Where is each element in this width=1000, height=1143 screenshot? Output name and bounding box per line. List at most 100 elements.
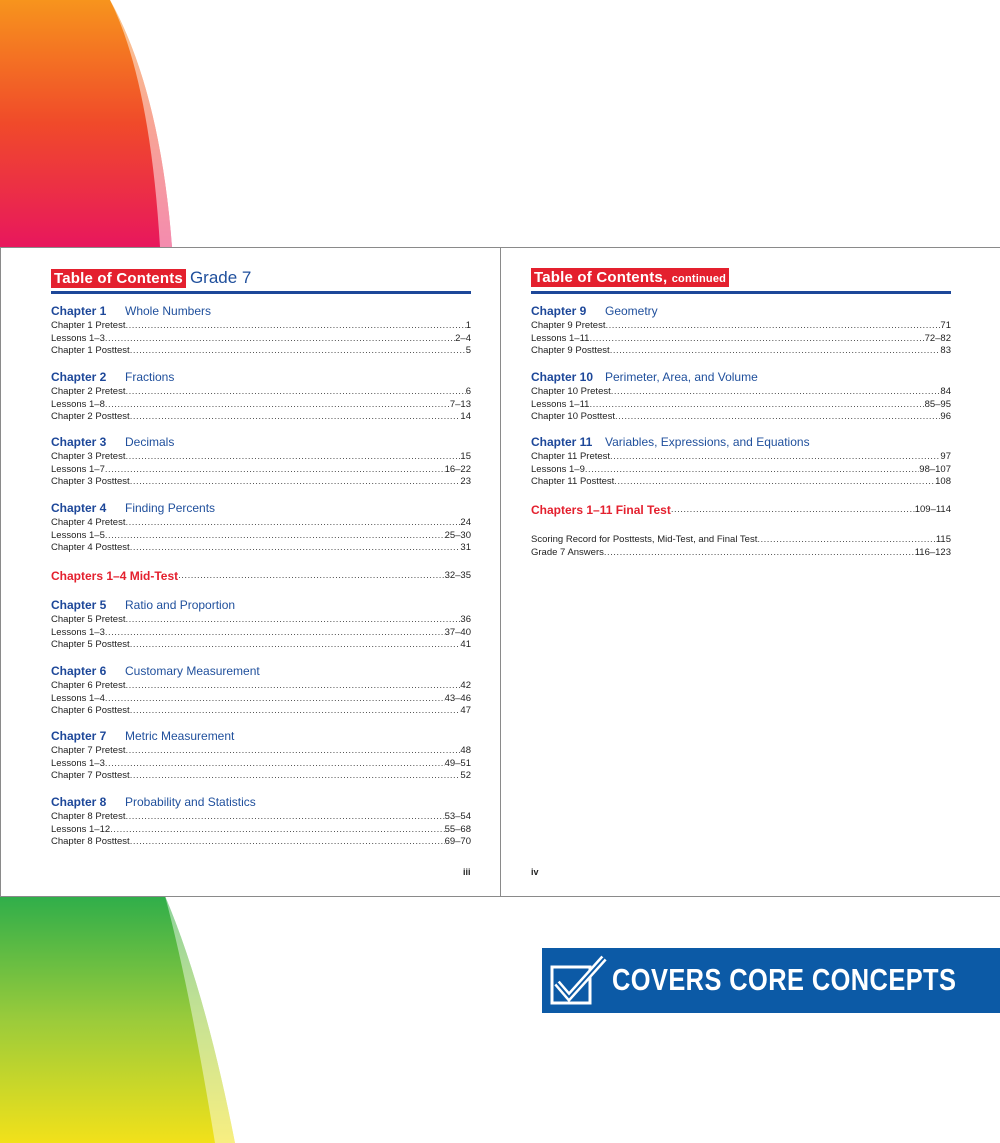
chapter-number: Chapter 1 <box>51 304 107 318</box>
entry-label: Lessons 1–3 <box>51 757 105 769</box>
chapter-name: Variables, Expressions, and Equations <box>605 435 810 449</box>
book-spread: Table of Contents Grade 7 iii Chapter 1 W… <box>0 247 1000 897</box>
entry-page: 37–40 <box>444 626 471 638</box>
chapter-heading: Chapter 1 Whole Numbers <box>51 304 471 319</box>
entry-label: Chapter 11 Posttest <box>531 476 615 488</box>
dot-leader <box>611 386 941 399</box>
entry-page: 116–123 <box>914 546 951 558</box>
title-grade: Grade 7 <box>189 268 252 287</box>
dot-leader <box>105 333 455 346</box>
page-title: Table of Contents Grade 7 <box>51 268 251 288</box>
chapter-group: Chapter 7 Metric Measurement Chapter 7 Pre… <box>51 729 471 783</box>
chapter-number: Chapter 5 <box>51 598 107 612</box>
entry-page: 47 <box>460 705 471 717</box>
entry-page: 98–107 <box>919 463 951 475</box>
dot-leader <box>130 705 461 718</box>
toc-row: Lessons 1–3 37–40 <box>51 627 471 640</box>
chapter-heading: Chapter 4 Finding Percents <box>51 501 471 516</box>
dot-leader <box>130 476 461 489</box>
entry-label: Lessons 1–12 <box>51 823 111 835</box>
extras-list: Scoring Record for Posttests, Mid-Test, … <box>531 534 951 559</box>
toc-row: Chapter 4 Posttest 31 <box>51 542 471 555</box>
entry-page: 53–54 <box>444 811 471 822</box>
entry-page: 96 <box>940 411 951 423</box>
toc-row: Chapter 10 Posttest 96 <box>531 411 951 424</box>
toc-row: Chapter 3 Posttest 23 <box>51 476 471 489</box>
chapter-name: Customary Measurement <box>125 664 260 678</box>
chapter-name: Decimals <box>125 435 175 449</box>
chapter-number: Chapter 2 <box>51 370 107 384</box>
toc-row: Chapter 3 Pretest 15 <box>51 451 471 464</box>
title-continued: continued <box>671 273 727 285</box>
entry-page: 83 <box>940 345 951 357</box>
entry-label: Chapter 10 Posttest <box>531 411 615 423</box>
test-page: 109–114 <box>914 504 951 515</box>
toc-row: Lessons 1–3 49–51 <box>51 758 471 771</box>
chapter-group: Chapter 3 Decimals Chapter 3 Pretest 15 Less… <box>51 435 471 489</box>
dot-leader <box>615 411 940 424</box>
toc-row: Chapter 10 Pretest 84 <box>531 386 951 399</box>
entry-page: 1 <box>465 320 471 331</box>
entry-label: Chapter 2 Pretest <box>51 386 126 397</box>
entry-page: 72–82 <box>924 332 951 344</box>
dot-leader <box>105 530 445 543</box>
dot-leader <box>130 639 461 652</box>
entry-page: 31 <box>460 542 471 554</box>
dot-leader <box>610 345 941 358</box>
toc-row: Lessons 1–9 98–107 <box>531 464 951 477</box>
right-page: Table of Contents, continued iv Chapter … <box>501 248 1000 896</box>
chapter-name: Fractions <box>125 370 175 384</box>
chapter-group: Chapter 5 Ratio and Proportion Chapter 5 P… <box>51 598 471 652</box>
dot-leader <box>105 693 445 706</box>
page-number: iv <box>531 867 539 877</box>
entry-page: 48 <box>460 745 471 756</box>
dot-leader <box>130 836 445 849</box>
chapter-number: Chapter 10 <box>531 370 594 384</box>
entry-label: Chapter 3 Posttest <box>51 476 130 488</box>
entry-page: 84 <box>940 386 951 397</box>
dot-leader <box>125 680 460 693</box>
chapter-number: Chapter 3 <box>51 435 107 449</box>
test-label: Chapters 1–11 Final Test <box>531 503 671 517</box>
entry-label: Chapter 8 Posttest <box>51 836 130 848</box>
toc-row: Chapter 7 Posttest 52 <box>51 770 471 783</box>
chapter-heading: Chapter 3 Decimals <box>51 435 471 450</box>
entry-page: 36 <box>460 614 471 625</box>
entry-page: 85–95 <box>924 398 951 410</box>
toc-row: Chapter 5 Posttest 41 <box>51 639 471 652</box>
left-page: Table of Contents Grade 7 iii Chapter 1 W… <box>1 248 500 896</box>
entry-page: 24 <box>460 517 471 528</box>
chapter-name: Probability and Statistics <box>125 795 256 809</box>
entry-page: 16–22 <box>444 463 471 475</box>
dot-leader <box>130 770 461 783</box>
entry-page: 42 <box>460 680 471 691</box>
toc-row: Chapter 8 Posttest 69–70 <box>51 836 471 849</box>
dot-leader <box>604 547 915 560</box>
banner-text: COVERS CORE CONCEPTS <box>612 962 957 997</box>
dot-leader <box>110 824 444 837</box>
entry-page: 52 <box>460 770 471 782</box>
entry-page: 2–4 <box>455 332 471 344</box>
toc-row: Grade 7 Answers 116–123 <box>531 547 951 560</box>
entry-label: Lessons 1–3 <box>51 626 105 638</box>
chapter-heading: Chapter 7 Metric Measurement <box>51 729 471 744</box>
chapter-group: Chapter 6 Customary Measurement Chapter 6 … <box>51 664 471 718</box>
chapter-number: Chapter 8 <box>51 795 107 809</box>
page-title: Table of Contents, continued <box>531 268 730 287</box>
dot-leader <box>585 464 919 477</box>
chapter-group: Chapter 1 Whole Numbers Chapter 1 Pretest 1… <box>51 304 471 358</box>
toc-row: Chapter 5 Pretest 36 <box>51 614 471 627</box>
toc-row: Lessons 1–8 7–13 <box>51 399 471 412</box>
toc-row: Lessons 1–11 72–82 <box>531 333 951 346</box>
toc-row: Chapter 9 Pretest 71 <box>531 320 951 333</box>
dot-leader <box>178 569 444 583</box>
toc-row: Chapter 7 Pretest 48 <box>51 745 471 758</box>
chapter-group: Chapter 11 Variables, Expressions, and Eq… <box>531 435 951 489</box>
entry-label: Lessons 1–11 <box>531 332 590 344</box>
covers-core-concepts-banner: COVERS CORE CONCEPTS <box>542 948 1000 1013</box>
dot-leader <box>671 503 915 517</box>
entry-label: Chapter 8 Pretest <box>51 811 126 822</box>
chapter-number: Chapter 4 <box>51 501 107 515</box>
entry-page: 69–70 <box>444 836 471 848</box>
entry-page: 49–51 <box>444 757 471 769</box>
